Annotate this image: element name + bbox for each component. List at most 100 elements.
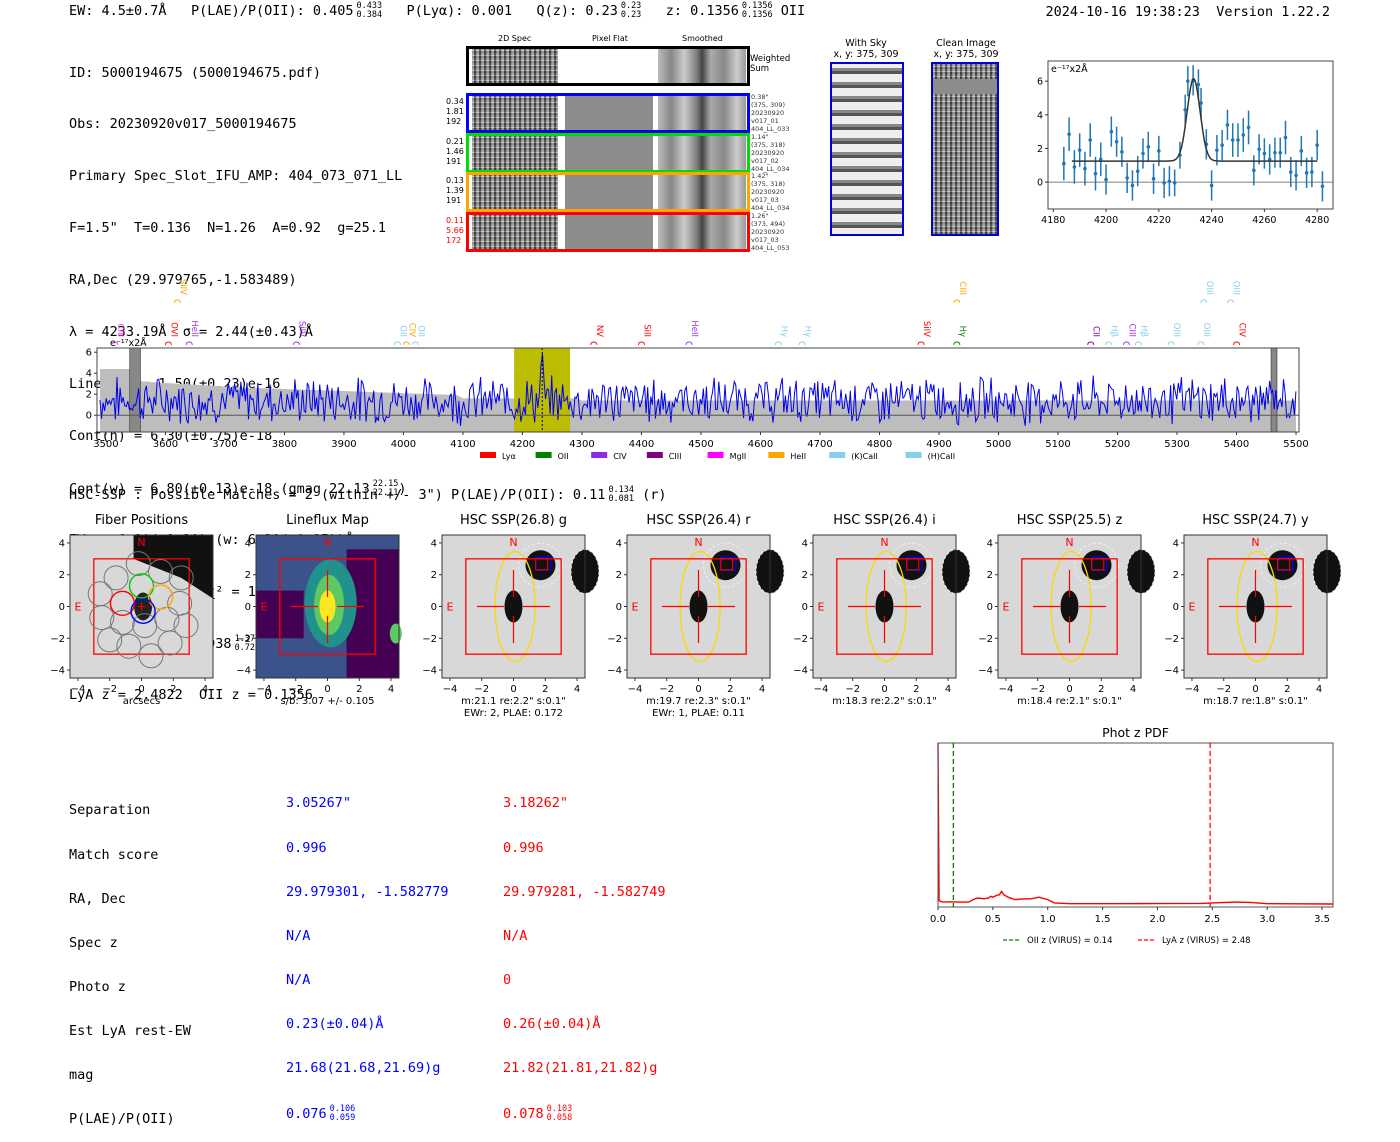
summary-header: EW: 4.5±0.7Å P(LAE)/P(OII): 0.405 0.433 0.… [69, 2, 805, 20]
image-panel-hsc: N E −4 −4 −2 −2 0 0 2 2 4 4 m:19.7 re:2.3" s:0.1"EWr… [607, 534, 785, 719]
x-tick-label: −4 [71, 684, 86, 695]
meta-value: (375, 318) [751, 180, 786, 188]
x-tick-label: 5200 [1105, 439, 1130, 450]
data-point [1062, 161, 1066, 166]
meta-value: (375, 318) [751, 140, 786, 149]
x-tick-label: 2 [727, 684, 733, 695]
2dspec-image [472, 135, 558, 170]
meta-value: 404_LL_034 [751, 164, 790, 173]
x-tick-label: −4 [628, 684, 643, 695]
aperture-box [836, 558, 933, 655]
x-tick-label: −2 [1216, 684, 1231, 695]
x-tick-label: 2 [1098, 684, 1104, 695]
x-tick-label: 0 [324, 684, 330, 695]
blue-plae-value: 0.076 [286, 1106, 327, 1123]
legend-label: Lyα [502, 452, 516, 461]
plae-hi: 0.433 [356, 1, 383, 11]
blue-plae: 0.076 0.106 0.059 [286, 1105, 449, 1123]
x-tick-label: 0 [1066, 684, 1072, 695]
data-point [1320, 184, 1325, 189]
stat-value: 172 [446, 235, 462, 245]
data-point [1262, 151, 1267, 156]
panel-caption: arcsecs [123, 696, 161, 707]
x-tick-label: −4 [814, 684, 829, 695]
cutout-row [466, 132, 750, 173]
chart-title: Phot z PDF [1102, 725, 1169, 740]
emission-line-label: SiIV [177, 279, 187, 295]
emission-line-marker [394, 341, 401, 346]
cutout-row-meta: 0.38" (375, 309) 20230920 v017_01 404_LL_033 [751, 93, 790, 133]
blue-ra-dec: 29.979301, -1.582779 [286, 883, 449, 900]
x-tick-label: −2 [102, 684, 117, 695]
north-label: N [1251, 536, 1259, 549]
x-tick-label: 4 [574, 684, 580, 695]
emission-line-label: CIII [1126, 324, 1136, 337]
label-est-lya-ew: Est LyA rest-EW [69, 1022, 191, 1039]
emission-line-marker [798, 341, 806, 346]
panel-title: Lineflux Map [286, 513, 369, 528]
data-point [1130, 183, 1135, 188]
blue-photo-z: N/A [286, 971, 311, 988]
data-point [1288, 170, 1293, 174]
red-match-score: 0.996 [503, 839, 544, 856]
data-point [1186, 79, 1190, 83]
panel-caption: s/b: 3.07 +/- 0.105 [280, 696, 374, 707]
data-point [1146, 144, 1151, 149]
aperture-box [1207, 558, 1304, 655]
emission-line-label: OII [415, 325, 425, 337]
y-tick-label: 0 [431, 602, 437, 613]
meta-value: 20230920 [751, 227, 785, 236]
meta-value: 404_LL_053 [751, 243, 790, 252]
x-tick-label: 4700 [807, 439, 832, 450]
y-tick-label: 2 [59, 570, 65, 581]
pixelflat-image [565, 135, 653, 170]
phot-z-pdf-chart: Phot z PDF 0.0 0.5 1.0 1.5 2.0 2.5 3.0 3.5 OII z … [930, 725, 1334, 946]
emission-line-marker [292, 341, 300, 346]
contw-hi: 22.15 [372, 478, 399, 489]
emission-line-marker [1197, 341, 1205, 346]
blue-est-lya-ew: 0.23(±0.04)Å [286, 1015, 384, 1032]
data-point [1252, 168, 1256, 173]
emission-line-marker [774, 341, 782, 346]
x-tick-label: 2.5 [1204, 914, 1220, 925]
data-point [1135, 169, 1140, 173]
emission-line-marker [173, 299, 181, 304]
with-sky-image [830, 62, 904, 236]
x-tick-label: 0.5 [985, 914, 1001, 925]
data-point [1125, 176, 1129, 180]
x-tick-label: 0 [138, 684, 144, 695]
y-tick-label: 4 [1173, 538, 1179, 549]
y-unit-label: e⁻¹⁷x2Å [110, 337, 147, 349]
clean-image [931, 62, 999, 236]
red-separation: 3.18262" [503, 795, 569, 812]
2dspec-image [472, 49, 558, 83]
data-point [1088, 138, 1093, 142]
x-tick-label: 4 [1130, 684, 1136, 695]
legend-label: OII z (VIRUS) = 0.14 [1027, 936, 1113, 946]
x-tick-label: 4200 [1094, 215, 1118, 226]
data-point [1209, 183, 1214, 188]
info-line: RA,Dec (29.979765,-1.583489) [69, 272, 297, 289]
emission-line-label: Hγ [957, 326, 967, 337]
emission-line-label: CIV [1237, 323, 1247, 337]
y-tick-label: 2 [1173, 570, 1179, 581]
col-label-2dspec: 2D Spec [498, 34, 532, 43]
data-point [1246, 125, 1251, 130]
emission-line-marker [402, 341, 410, 346]
image-panel-lineflux: N E −4 −4 −2 −2 0 0 2 2 4 4 s/b: 3.07 +/- 0.105 [236, 534, 402, 707]
x-tick-label: 4280 [1305, 215, 1329, 226]
timestamp: 2024-10-16 19:38:23 [1045, 4, 1200, 20]
red-plae: 0.078 0.103 0.058 [503, 1105, 666, 1123]
legend-swatch [768, 452, 785, 458]
red-plae-hi: 0.103 [546, 1104, 573, 1115]
red-photo-z: 0 [503, 971, 512, 988]
cutout-row-stats: 0.11 5.66 172 [446, 216, 464, 246]
weighted-sum-cutout [466, 46, 750, 86]
stat-value: 1.39 [446, 186, 464, 195]
stat-value: 1.81 [446, 107, 464, 116]
stat-value: 1.46 [446, 146, 464, 156]
x-tick-label: 4200 [510, 439, 535, 450]
emission-line-marker [1122, 341, 1130, 346]
meta-value: 0.38" [751, 93, 769, 101]
data-point [1241, 133, 1246, 137]
